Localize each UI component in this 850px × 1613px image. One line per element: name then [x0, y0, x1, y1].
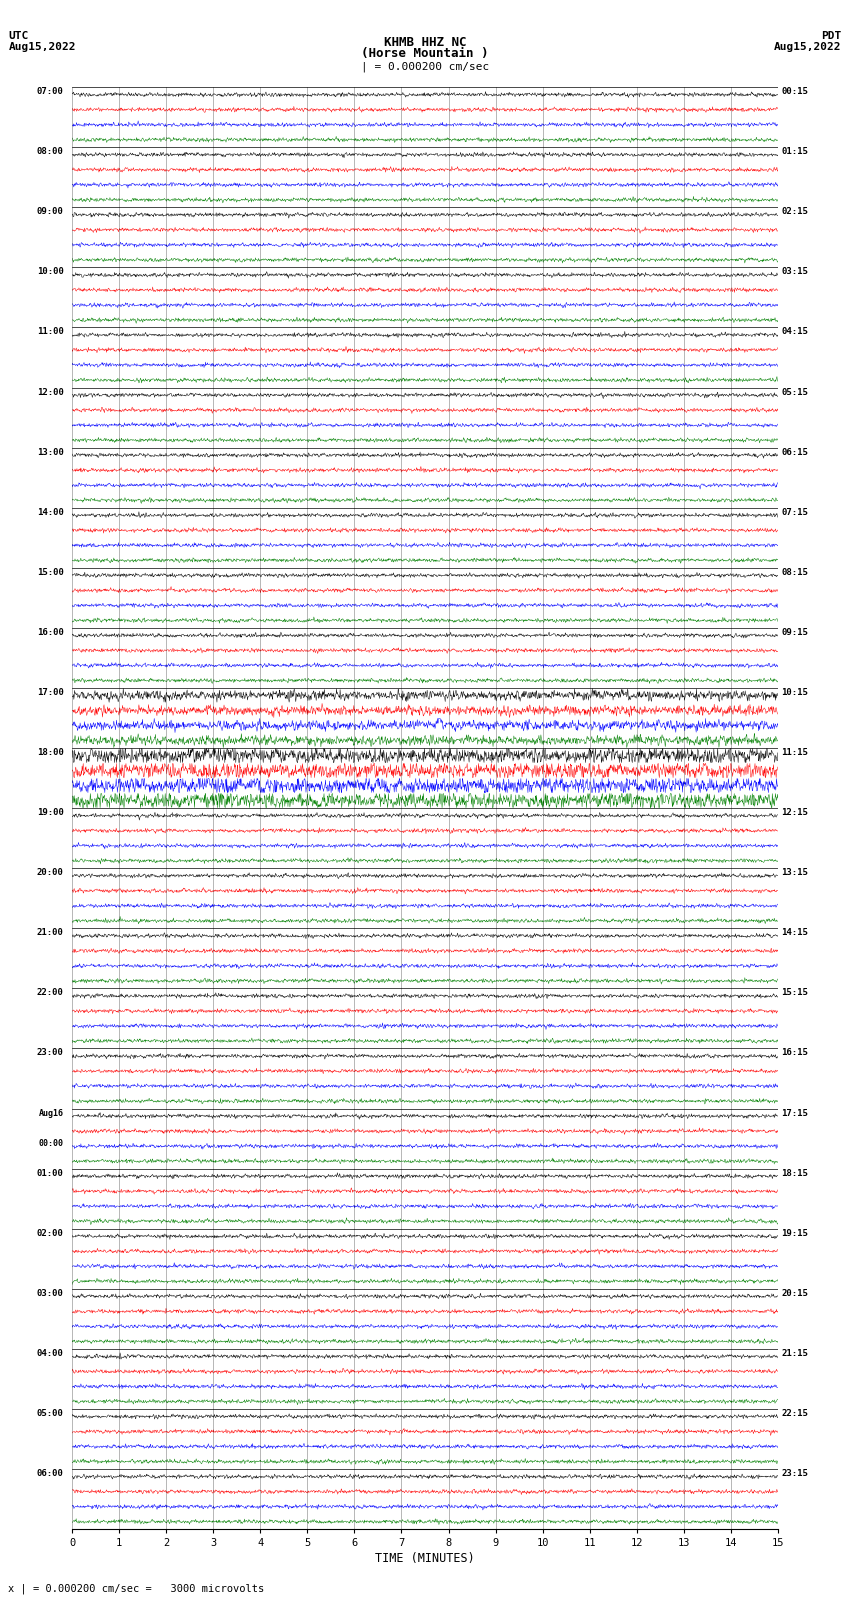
Text: 21:00: 21:00: [37, 929, 64, 937]
Text: 14:00: 14:00: [37, 508, 64, 516]
Text: UTC: UTC: [8, 31, 29, 40]
Text: 20:15: 20:15: [781, 1289, 808, 1298]
Text: PDT: PDT: [821, 31, 842, 40]
Text: 12:15: 12:15: [781, 808, 808, 818]
Text: 16:15: 16:15: [781, 1048, 808, 1058]
Text: Aug16: Aug16: [39, 1108, 64, 1118]
Text: 22:15: 22:15: [781, 1410, 808, 1418]
Text: 12:00: 12:00: [37, 387, 64, 397]
X-axis label: TIME (MINUTES): TIME (MINUTES): [375, 1552, 475, 1565]
Text: 18:15: 18:15: [781, 1168, 808, 1177]
Text: (Horse Mountain ): (Horse Mountain ): [361, 47, 489, 60]
Text: 03:00: 03:00: [37, 1289, 64, 1298]
Text: 01:00: 01:00: [37, 1168, 64, 1177]
Text: 13:15: 13:15: [781, 868, 808, 877]
Text: 05:15: 05:15: [781, 387, 808, 397]
Text: 19:15: 19:15: [781, 1229, 808, 1237]
Text: 23:00: 23:00: [37, 1048, 64, 1058]
Text: 06:15: 06:15: [781, 448, 808, 456]
Text: 07:15: 07:15: [781, 508, 808, 516]
Text: 05:00: 05:00: [37, 1410, 64, 1418]
Text: 10:15: 10:15: [781, 689, 808, 697]
Text: 14:15: 14:15: [781, 929, 808, 937]
Text: 21:15: 21:15: [781, 1348, 808, 1358]
Text: 00:00: 00:00: [39, 1139, 64, 1147]
Text: 23:15: 23:15: [781, 1469, 808, 1478]
Text: 10:00: 10:00: [37, 268, 64, 276]
Text: 13:00: 13:00: [37, 448, 64, 456]
Text: Aug15,2022: Aug15,2022: [774, 42, 842, 52]
Text: 03:15: 03:15: [781, 268, 808, 276]
Text: 00:15: 00:15: [781, 87, 808, 97]
Text: x | = 0.000200 cm/sec =   3000 microvolts: x | = 0.000200 cm/sec = 3000 microvolts: [8, 1582, 264, 1594]
Text: 22:00: 22:00: [37, 989, 64, 997]
Text: 20:00: 20:00: [37, 868, 64, 877]
Text: 04:00: 04:00: [37, 1348, 64, 1358]
Text: 01:15: 01:15: [781, 147, 808, 156]
Text: 06:00: 06:00: [37, 1469, 64, 1478]
Text: 08:15: 08:15: [781, 568, 808, 577]
Text: 04:15: 04:15: [781, 327, 808, 337]
Text: | = 0.000200 cm/sec: | = 0.000200 cm/sec: [361, 61, 489, 71]
Text: 16:00: 16:00: [37, 627, 64, 637]
Text: 09:15: 09:15: [781, 627, 808, 637]
Text: 09:00: 09:00: [37, 208, 64, 216]
Text: 15:00: 15:00: [37, 568, 64, 577]
Text: Aug15,2022: Aug15,2022: [8, 42, 76, 52]
Text: KHMB HHZ NC: KHMB HHZ NC: [383, 35, 467, 50]
Text: 11:00: 11:00: [37, 327, 64, 337]
Text: 18:00: 18:00: [37, 748, 64, 756]
Text: 11:15: 11:15: [781, 748, 808, 756]
Text: 02:15: 02:15: [781, 208, 808, 216]
Text: 17:15: 17:15: [781, 1108, 808, 1118]
Text: 07:00: 07:00: [37, 87, 64, 97]
Text: 17:00: 17:00: [37, 689, 64, 697]
Text: 15:15: 15:15: [781, 989, 808, 997]
Text: 02:00: 02:00: [37, 1229, 64, 1237]
Text: 08:00: 08:00: [37, 147, 64, 156]
Text: 19:00: 19:00: [37, 808, 64, 818]
